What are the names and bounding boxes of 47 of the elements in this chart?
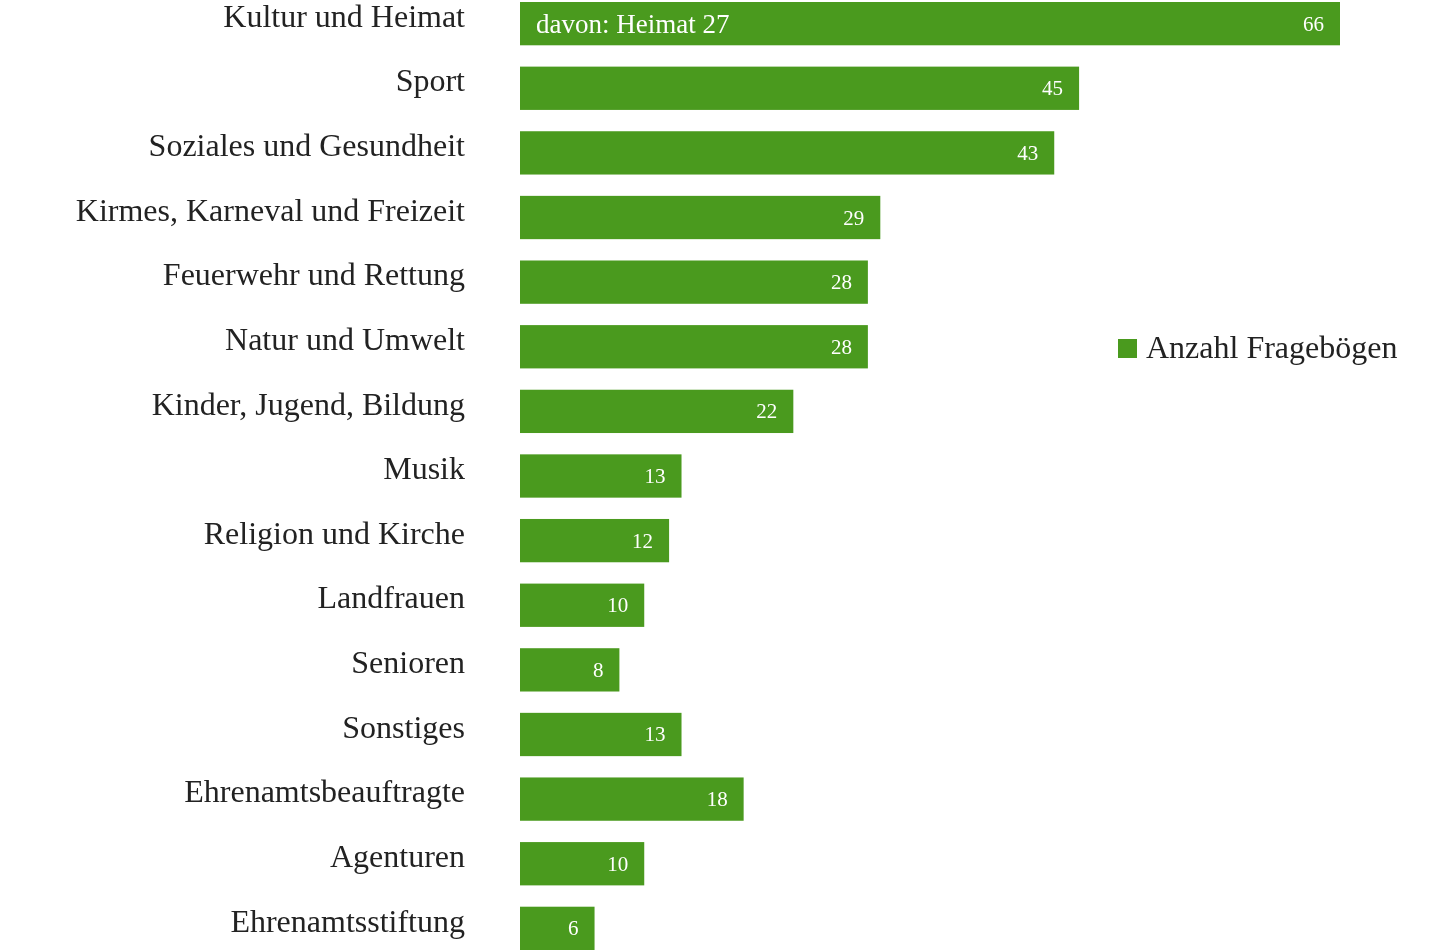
data-label: 28 [830, 334, 852, 359]
bar [520, 712, 682, 757]
bar [520, 195, 881, 240]
data-label: 45 [1042, 76, 1064, 101]
bar [520, 260, 868, 304]
data-label: 22 [756, 399, 778, 424]
data-label: 10 [607, 593, 629, 618]
bar [520, 518, 670, 563]
data-label: 13 [644, 464, 666, 488]
bar [520, 906, 595, 950]
y-tick-label: Religion und Kirche [203, 514, 465, 551]
annotation: davon: Heimat 27 [536, 8, 730, 39]
bar [520, 2, 1340, 46]
y-tick-label: Sonstiges [342, 708, 465, 745]
data-label: 10 [607, 851, 629, 876]
data-label: 12 [632, 528, 654, 553]
data-label: 6 [568, 916, 579, 941]
y-tick-label: Natur und Umwelt [225, 320, 466, 357]
data-label: 43 [1017, 140, 1039, 165]
data-label: 18 [706, 787, 728, 812]
bar [520, 389, 794, 434]
y-tick-label: Musik [383, 450, 465, 487]
y-tick-label: Agenturen [329, 837, 465, 874]
bar [520, 454, 682, 498]
bar [520, 777, 744, 821]
data-label: 13 [644, 722, 666, 747]
data-label: 8 [592, 657, 604, 682]
y-tick-label: Landfrauen [317, 579, 465, 616]
bar [520, 131, 1055, 175]
y-tick-label: Sport [395, 62, 466, 99]
bar [520, 325, 868, 369]
data-label: 28 [830, 270, 852, 295]
y-tick-label: Ehrenamtsstiftung [230, 902, 465, 939]
y-tick-label: Senioren [351, 644, 465, 681]
data-label: 29 [843, 205, 865, 230]
bar [520, 842, 645, 886]
bar [520, 66, 1080, 110]
legend-label: Anzahl Fragebögen [1146, 329, 1398, 365]
y-tick-label: Ehrenamtsbeauftragte [184, 773, 465, 810]
y-tick-label: Kultur und Heimat [223, 0, 466, 34]
y-tick-label: Kirmes, Karneval und Freizeit [75, 191, 466, 228]
data-label: 66 [1303, 11, 1324, 36]
bar [520, 583, 645, 627]
y-tick-label: Soziales und Gesundheit [148, 127, 466, 164]
y-tick-label: Feuerwehr und Rettung [162, 256, 465, 293]
bar [520, 648, 620, 692]
y-tick-label: Kinder, Jugend, Bildung [151, 385, 465, 422]
